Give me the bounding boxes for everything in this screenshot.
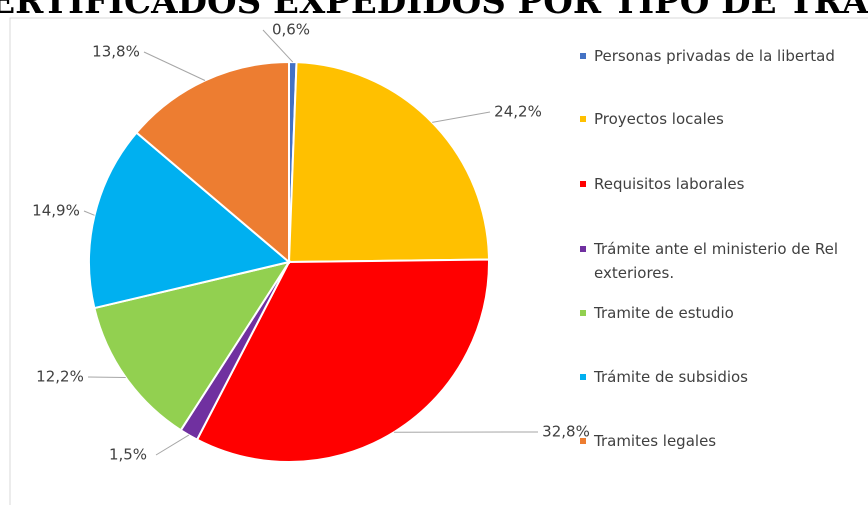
leader-line — [143, 51, 206, 81]
legend-swatch — [580, 438, 586, 444]
legend-item: Personas privadas de la libertad — [578, 44, 863, 68]
leader-line — [262, 29, 294, 63]
pie-slice — [195, 258, 490, 463]
data-label: 13,8% — [92, 43, 140, 61]
leader-line — [155, 434, 190, 456]
data-label: 14,9% — [32, 202, 80, 220]
legend-item: Requisitos laborales — [578, 172, 863, 196]
chart-frame — [9, 17, 868, 505]
legend-swatch — [580, 181, 586, 187]
data-label: 12,2% — [36, 368, 84, 386]
legend-swatch — [580, 374, 586, 380]
legend-swatch — [580, 246, 586, 252]
leader-line — [83, 210, 95, 216]
pie-slice — [88, 131, 292, 310]
legend-label: Proyectos locales — [594, 110, 724, 128]
legend-swatch — [580, 116, 586, 122]
legend-item: Trámite ante el ministerio de Rel exteri… — [578, 237, 863, 285]
pie-slice — [287, 61, 490, 264]
leader-line — [432, 111, 491, 123]
legend-swatch — [580, 310, 586, 316]
legend-item: Trámite de subsidios — [578, 365, 863, 389]
legend-label: Tramites legales — [594, 432, 717, 450]
pie-slice — [135, 60, 290, 265]
legend-label: Trámite ante el ministerio de Rel exteri… — [594, 240, 839, 282]
leader-line — [87, 376, 126, 379]
legend-swatch — [580, 53, 586, 59]
legend-label: Personas privadas de la libertad — [594, 47, 835, 65]
data-label: 24,2% — [494, 103, 542, 121]
legend-label: Requisitos laborales — [594, 175, 745, 193]
legend-item: Proyectos locales — [578, 107, 863, 131]
legend-label: Tramite de estudio — [594, 304, 734, 322]
legend-item: Tramite de estudio — [578, 301, 863, 325]
legend-item: Tramites legales — [578, 429, 863, 453]
legend-label: Trámite de subsidios — [594, 368, 748, 386]
pie-slice — [93, 260, 292, 432]
data-label: 32,8% — [542, 423, 590, 441]
data-label: 0,6% — [272, 21, 310, 39]
chart-title: DE CERTIFICADOS EXPEDIDOS POR TIPO DE TR… — [0, 0, 868, 22]
data-label: 1,5% — [109, 446, 147, 464]
